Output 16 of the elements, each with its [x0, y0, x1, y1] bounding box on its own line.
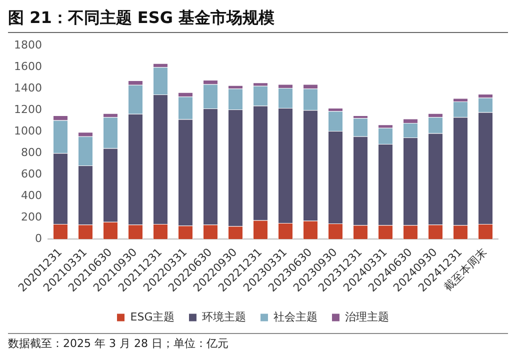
text: 数据截至：2025 年 3 月 28 日；单位：亿元	[8, 333, 508, 351]
y-tick-label: 1600	[14, 60, 42, 73]
y-tick-label: 1000	[14, 124, 42, 138]
legend-label: ESG主题	[130, 310, 175, 324]
y-tick-label: 1400	[14, 81, 42, 94]
y-tick-label: 800	[20, 146, 42, 159]
y-tick-label: 600	[20, 167, 42, 180]
y-tick-label: 0	[34, 232, 42, 245]
y-tick-label: 200	[20, 210, 42, 224]
legend-label: 治理主题	[345, 310, 390, 324]
y-tick-label: 1800	[14, 38, 42, 52]
legend-label: 社会主题	[274, 310, 318, 324]
y-tick-label: 400	[20, 188, 42, 202]
legend-label: 环境主题	[202, 310, 246, 324]
y-tick-label: 1200	[14, 102, 42, 116]
chart-title: 图 21：不同主题 ESG 基金市场规模	[8, 8, 508, 33]
